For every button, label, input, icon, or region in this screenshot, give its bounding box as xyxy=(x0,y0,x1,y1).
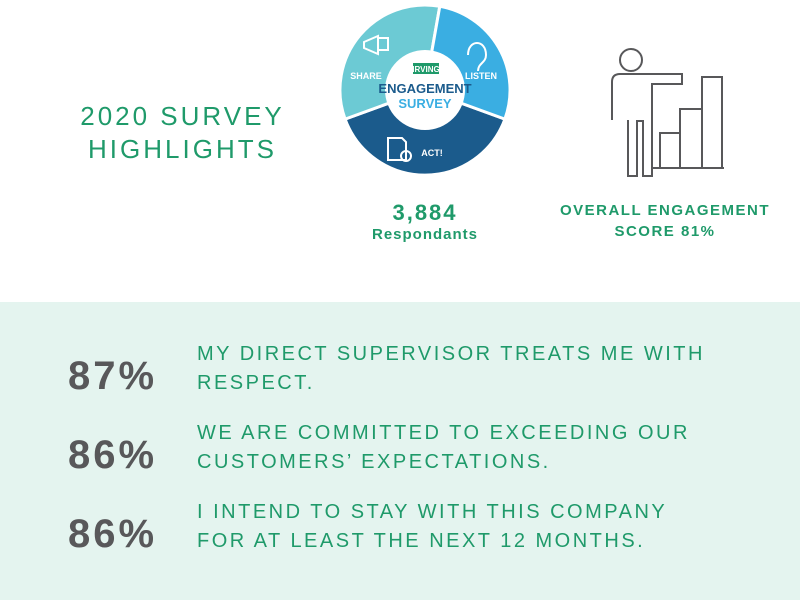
highlight-percent: 86% xyxy=(68,512,158,556)
highlight-row: 86% WE ARE COMMITTED TO EXCEEDING OUR CUST… xyxy=(0,419,800,489)
respondent-label: Respondants xyxy=(371,226,478,243)
listen: LISTEN xyxy=(465,71,497,81)
title: 2020 SURVEY HIGHLIGHTS xyxy=(60,100,305,166)
highlight-text: I INTEND TO STAY WITH THIS COMPANY FOR AT… xyxy=(197,498,667,556)
highlight-line: I INTEND TO STAY WITH THIS COMPANY xyxy=(197,501,668,523)
engagement-score: OVERALL ENGAGEMENT SCORE 81% xyxy=(530,200,800,242)
highlight-line: WE ARE COMMITTED TO EXCEEDING OUR xyxy=(197,422,690,444)
highlight-line: CUSTOMERS’ EXPECTATIONS. xyxy=(197,451,551,473)
share: SHARE xyxy=(350,71,382,81)
act: ACT! xyxy=(421,148,443,158)
highlight-text: MY DIRECT SUPERVISOR TREATS ME WITH RESPE… xyxy=(197,340,705,398)
graphics: IRVING ENGAGEMENT SURVEY SHARE LISTEN AC… xyxy=(338,3,724,177)
survey-logo: IRVING ENGAGEMENT SURVEY SHARE LISTEN AC… xyxy=(338,3,512,177)
title-line: HIGHLIGHTS xyxy=(88,134,277,164)
logo-title: ENGAGEMENT xyxy=(378,81,471,96)
engagement-line: SCORE 81% xyxy=(614,223,716,240)
highlight-text: WE ARE COMMITTED TO EXCEEDING OUR CUSTOME… xyxy=(197,419,690,477)
person-chart-icon xyxy=(611,48,724,177)
highlight-line: RESPECT. xyxy=(197,372,315,394)
highlights-band xyxy=(0,302,800,600)
brand: IRVING xyxy=(412,65,439,74)
highlight-row: 86% I INTEND TO STAY WITH THIS COMPANY FOR… xyxy=(0,498,800,568)
highlight-percent: 87% xyxy=(68,354,158,398)
logo-title: SURVEY xyxy=(398,96,452,111)
highlight-line: MY DIRECT SUPERVISOR TREATS ME WITH xyxy=(197,343,705,365)
respondents: 3,884 Respondants xyxy=(345,200,505,243)
title-line: 2020 SURVEY xyxy=(80,101,285,131)
highlight-line: FOR AT LEAST THE NEXT 12 MONTHS. xyxy=(197,530,646,552)
highlight-row: 87% MY DIRECT SUPERVISOR TREATS ME WITH RE… xyxy=(0,340,800,410)
respondent-count: 3,884 xyxy=(392,200,458,225)
highlight-percent: 86% xyxy=(68,433,158,477)
engagement-line: OVERALL ENGAGEMENT xyxy=(559,202,771,219)
